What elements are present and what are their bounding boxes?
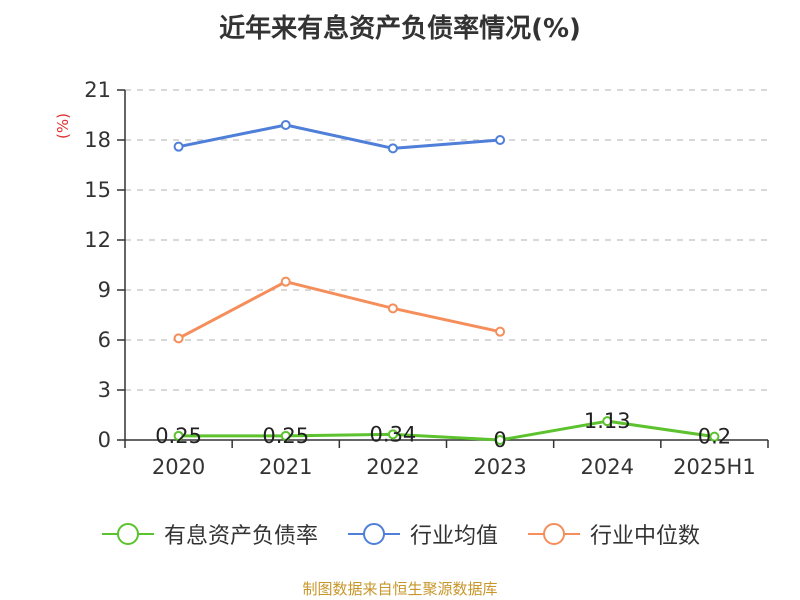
y-tick-label: 9 — [98, 278, 111, 302]
data-label: 0.2 — [698, 425, 731, 449]
x-tick-label: 2021 — [259, 455, 312, 479]
data-point — [387, 303, 398, 314]
data-point — [173, 333, 184, 344]
legend-label: 行业中位数 — [590, 524, 701, 549]
y-tick-label: 6 — [98, 328, 111, 352]
data-point — [280, 276, 291, 287]
legend-item-series-1[interactable]: 行业均值 — [346, 518, 498, 550]
y-tick-label: 3 — [98, 378, 111, 402]
data-label: 0.34 — [370, 422, 417, 446]
legend-label: 有息资产负债率 — [163, 524, 318, 549]
x-tick-label: 2024 — [581, 455, 634, 479]
series-line-0 — [178, 419, 715, 442]
legend-item-series-2[interactable]: 行业中位数 — [526, 518, 700, 550]
data-point — [173, 430, 184, 441]
data-label: 0.25 — [155, 424, 202, 448]
data-label: 0 — [493, 428, 506, 452]
data-label: 0.25 — [262, 424, 309, 448]
x-tick-label: 2020 — [152, 455, 205, 479]
source-note: 制图数据来自恒生聚源数据库 — [302, 580, 498, 598]
legend-swatch-orange-icon — [528, 523, 580, 545]
data-point — [280, 120, 291, 130]
y-tick-label: 12 — [84, 228, 111, 252]
data-point — [495, 135, 506, 145]
data-point — [602, 416, 613, 427]
data-point — [387, 429, 398, 440]
y-axis-label: (%) — [54, 113, 72, 139]
legend: 有息资产负债率 行业均值 行业中位数 — [0, 518, 800, 550]
legend-label: 行业均值 — [409, 524, 498, 549]
data-point — [495, 435, 506, 445]
chart-title: 近年来有息资产负债率情况(%) — [219, 14, 581, 44]
legend-swatch-blue-icon — [347, 523, 400, 545]
y-tick-label: 18 — [84, 128, 111, 152]
y-tick-label: 21 — [84, 78, 111, 102]
data-point — [709, 431, 720, 442]
y-tick-label: 0 — [98, 428, 111, 452]
series-line-2 — [177, 280, 501, 340]
x-tick-label: 2025H1 — [673, 455, 756, 479]
data-point — [280, 430, 291, 441]
data-point — [173, 141, 184, 152]
legend-item-series-0[interactable]: 有息资产负债率 — [100, 518, 318, 550]
x-tick-label: 2022 — [366, 455, 419, 479]
y-tick-label: 15 — [84, 178, 111, 202]
data-label: 1.13 — [584, 409, 631, 433]
data-point — [495, 326, 506, 337]
x-tick-label: 2023 — [473, 455, 526, 479]
series-line-1 — [178, 123, 501, 150]
legend-swatch-green-icon — [101, 523, 154, 545]
data-point — [387, 143, 398, 154]
